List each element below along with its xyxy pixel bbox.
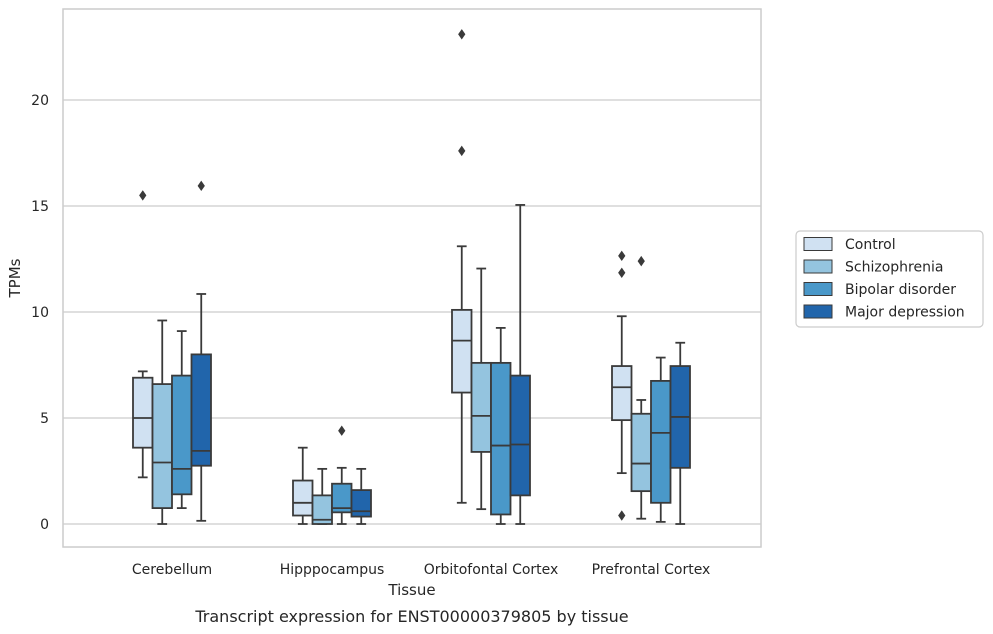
- x-axis-label: Tissue: [387, 581, 435, 599]
- box-schizophrenia: [151, 319, 173, 525]
- outlier-point: [458, 145, 466, 157]
- legend-label: Major depression: [845, 305, 965, 321]
- box-body: [611, 365, 633, 422]
- box-major-depression: [190, 180, 212, 522]
- outlier-point: [338, 425, 346, 436]
- box-body: [190, 353, 212, 467]
- legend-swatch: [803, 259, 833, 274]
- outlier-point: [637, 255, 645, 267]
- outlier-point: [139, 190, 147, 201]
- legend-label: Bipolar disorder: [845, 282, 956, 298]
- legend: Control Schizophrenia Bipolar disorder Majo…: [795, 230, 984, 328]
- x-tick-labels: Cerebellum Hipppocampus Orbitofontal Corte…: [132, 562, 710, 578]
- box-schizophrenia: [470, 267, 492, 511]
- legend-swatch: [803, 282, 833, 296]
- legend-swatch: [803, 304, 833, 319]
- box-control: [451, 29, 473, 504]
- outlier-point: [618, 510, 626, 521]
- legend-label: Schizophrenia: [845, 260, 943, 276]
- box-major-depression: [350, 467, 372, 525]
- box-control: [292, 446, 314, 525]
- box-major-depression: [509, 204, 531, 525]
- outlier-point: [197, 180, 205, 192]
- x-tick-label: Orbitofontal Cortex: [424, 562, 559, 578]
- y-tick-label: 5: [40, 411, 49, 427]
- box-body: [132, 376, 154, 449]
- x-tick-label: Prefrontal Cortex: [592, 562, 711, 578]
- x-tick-label: Hipppocampus: [280, 562, 385, 578]
- y-tick-label: 20: [31, 93, 49, 109]
- x-tick-label: Cerebellum: [132, 562, 212, 578]
- box-body: [490, 361, 512, 516]
- box-control: [132, 190, 154, 479]
- box-bipolar-disorder: [331, 425, 353, 525]
- box-body: [650, 379, 672, 504]
- box-body: [630, 412, 652, 493]
- y-tick-labels: 0 5 10 15 20: [31, 93, 49, 533]
- outlier-point: [458, 29, 466, 40]
- box-body: [451, 308, 473, 394]
- boxes: [132, 29, 691, 525]
- chart-caption: Transcript expression for ENST0000037980…: [194, 607, 628, 626]
- legend-label: Control: [845, 237, 896, 253]
- box-major-depression: [669, 341, 691, 525]
- box-bipolar-disorder: [650, 356, 672, 523]
- legend-swatch: [803, 237, 833, 251]
- y-tick-label: 0: [40, 517, 49, 533]
- box-body: [350, 489, 372, 518]
- plot-frame: [62, 8, 762, 548]
- y-axis-label: TPMs: [6, 258, 24, 298]
- box-schizophrenia: [311, 467, 333, 525]
- box-schizophrenia: [630, 255, 652, 520]
- outlier-point: [618, 250, 626, 262]
- box-bipolar-disorder: [171, 330, 193, 510]
- box-body: [470, 361, 492, 453]
- outlier-point: [618, 267, 626, 278]
- legend-frame: [795, 230, 984, 328]
- box-body: [292, 479, 314, 517]
- y-tick-label: 10: [31, 305, 49, 321]
- box-body: [151, 383, 173, 509]
- y-tick-label: 15: [31, 199, 49, 215]
- box-body: [171, 374, 193, 496]
- box-body: [509, 374, 531, 497]
- box-control: [611, 250, 633, 521]
- box-bipolar-disorder: [490, 326, 512, 525]
